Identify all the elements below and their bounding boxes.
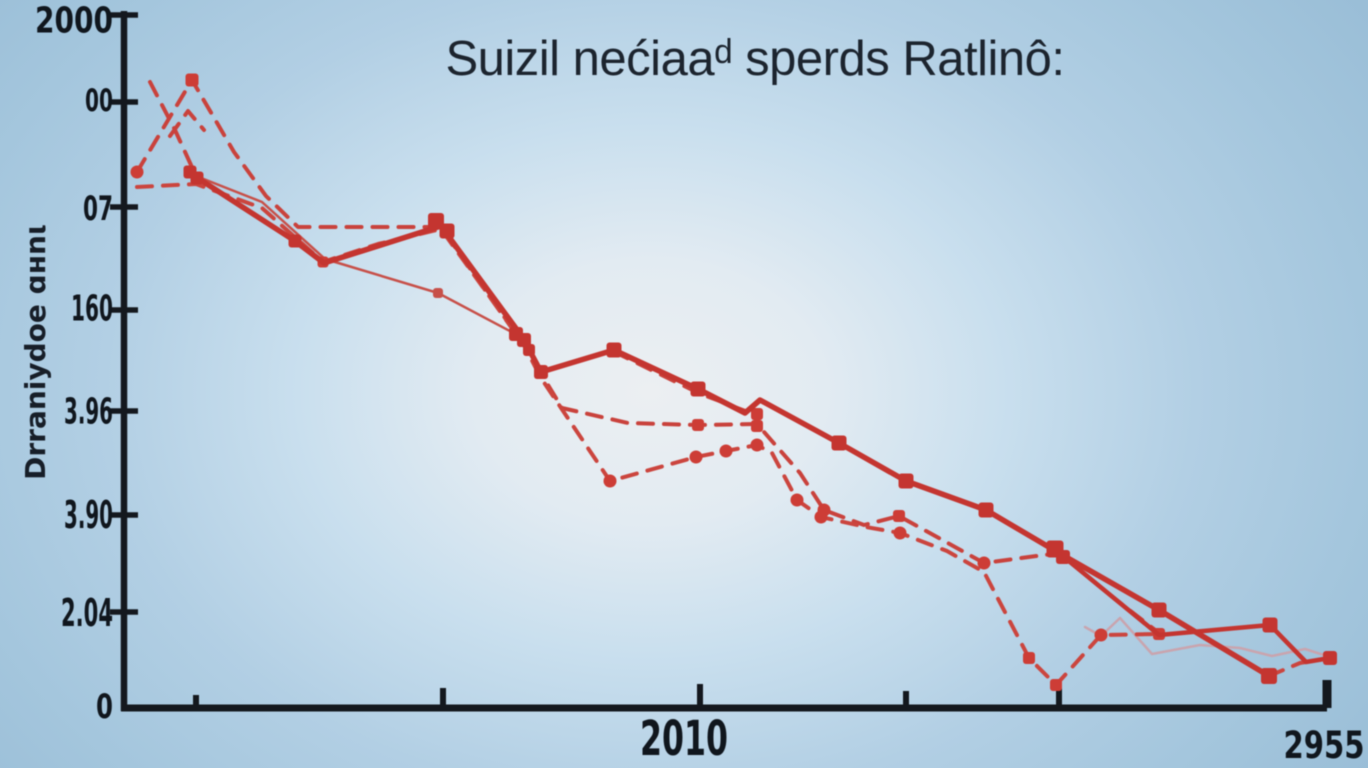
dashed-upper-line: [135, 78, 1161, 635]
dashed-lower-marker: [893, 526, 907, 540]
dashed-lower-marker: [1094, 628, 1108, 642]
dashed-lower-marker: [719, 444, 733, 458]
main-solid-marker: [534, 365, 548, 379]
dashed-upper-marker: [893, 510, 905, 522]
dashed-upper-marker: [977, 556, 991, 570]
main-solid-marker: [1056, 550, 1070, 564]
x-tick-label: 2010: [640, 711, 728, 767]
y-tick-label: 07: [83, 189, 113, 229]
main-solid-marker: [190, 171, 204, 185]
y-tick-label: 3.96: [64, 392, 113, 433]
dashed-lower-marker: [1023, 652, 1035, 664]
y-tick-label: 160: [71, 289, 113, 330]
solid-branch-marker: [1262, 617, 1278, 633]
dashed-lower-marker: [750, 438, 764, 452]
dashed-lower-marker: [689, 450, 703, 464]
main-solid-marker: [898, 473, 914, 489]
axes: 2000 00 07 160 3.96 3.90 2.04 0 2010 2955: [35, 1, 1365, 768]
y-tick-label: 2.04: [61, 591, 113, 635]
dashed-lower-marker: [603, 474, 617, 488]
main-solid-line: [190, 172, 1272, 679]
series-main-solid: [183, 165, 1277, 684]
dashed-lower-line: [135, 182, 1161, 687]
dashed-upper-marker: [185, 73, 199, 87]
main-solid-marker: [978, 502, 994, 518]
solid-branch-marker: [1323, 651, 1337, 665]
thin-line-marker: [433, 288, 443, 298]
y-tick-label: 0: [96, 687, 113, 727]
y-tick-label: 00: [85, 83, 113, 119]
dashed-upper-marker: [130, 165, 144, 179]
x-tick-label: 2955: [1284, 724, 1365, 767]
main-solid-marker: [288, 234, 302, 248]
series-dashed-upper: [130, 73, 1161, 635]
series-steep-left-dashed: [148, 80, 198, 178]
dashed-upper-marker: [692, 419, 704, 431]
steep-left-dashed-line: [148, 80, 198, 178]
main-solid-marker: [606, 342, 622, 358]
series-solid-branch: [1056, 550, 1337, 665]
dashed-lower-marker: [1050, 679, 1062, 691]
main-solid-marker: [1261, 668, 1277, 684]
dashed-lower-marker: [790, 493, 804, 507]
y-tick-label: 2000: [35, 1, 113, 42]
main-solid-marker: [1151, 602, 1167, 618]
chart-title: Suizil nećiaaᵈ sperds Ratlinô:: [445, 32, 1065, 86]
dashed-lower-marker: [814, 510, 828, 524]
main-solid-marker: [831, 435, 847, 451]
main-solid-marker: [439, 223, 455, 239]
main-solid-marker: [517, 333, 531, 347]
main-solid-marker: [690, 381, 706, 397]
dashed-upper-marker: [751, 408, 763, 420]
dashed-upper-marker: [751, 420, 763, 432]
y-tick-label: 3.90: [64, 493, 113, 537]
main-solid-marker: [523, 344, 535, 356]
series-dashed-lower: [135, 182, 1165, 691]
